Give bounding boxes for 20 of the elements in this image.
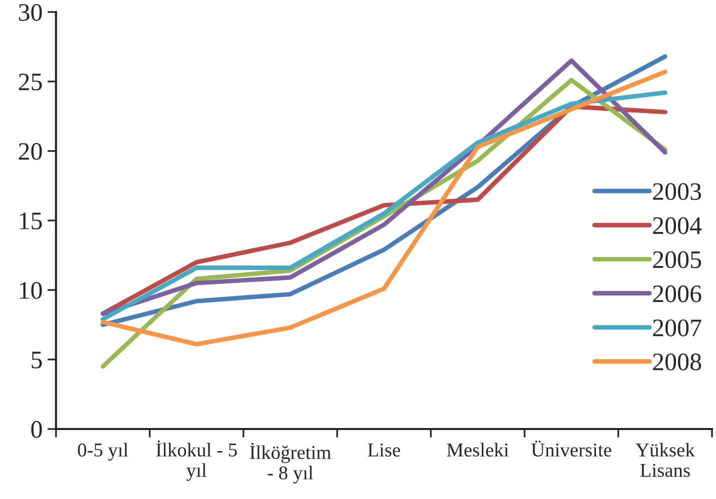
legend-label: 2008 — [653, 354, 702, 370]
legend-label: 2005 — [653, 251, 702, 268]
y-tick-label: 20 — [18, 143, 42, 160]
x-tick-label: 0-5 yıl — [78, 442, 128, 461]
legend-label: 2006 — [653, 285, 702, 302]
legend-label: 2003 — [653, 183, 702, 200]
legend-label: 2007 — [653, 319, 702, 336]
y-tick-label: 5 — [32, 352, 42, 368]
legend-label: 2004 — [653, 217, 702, 234]
x-tick-label: Yüksek Lisans — [636, 442, 695, 477]
x-tick-label: Lise — [368, 444, 400, 457]
y-tick-label: 25 — [18, 74, 42, 90]
y-tick-label: 30 — [19, 4, 42, 21]
y-tick-label: 15 — [20, 212, 42, 230]
y-tick-label: 10 — [20, 282, 42, 299]
x-tick-label: Mesleki — [446, 442, 509, 457]
y-tick-label: 0 — [31, 421, 42, 438]
x-tick-label: İlkokul - 5 yıl — [156, 440, 237, 481]
x-tick-label: Üniversite — [531, 440, 612, 457]
x-tick-label: İlköğretim - 8 yıl — [250, 442, 332, 484]
